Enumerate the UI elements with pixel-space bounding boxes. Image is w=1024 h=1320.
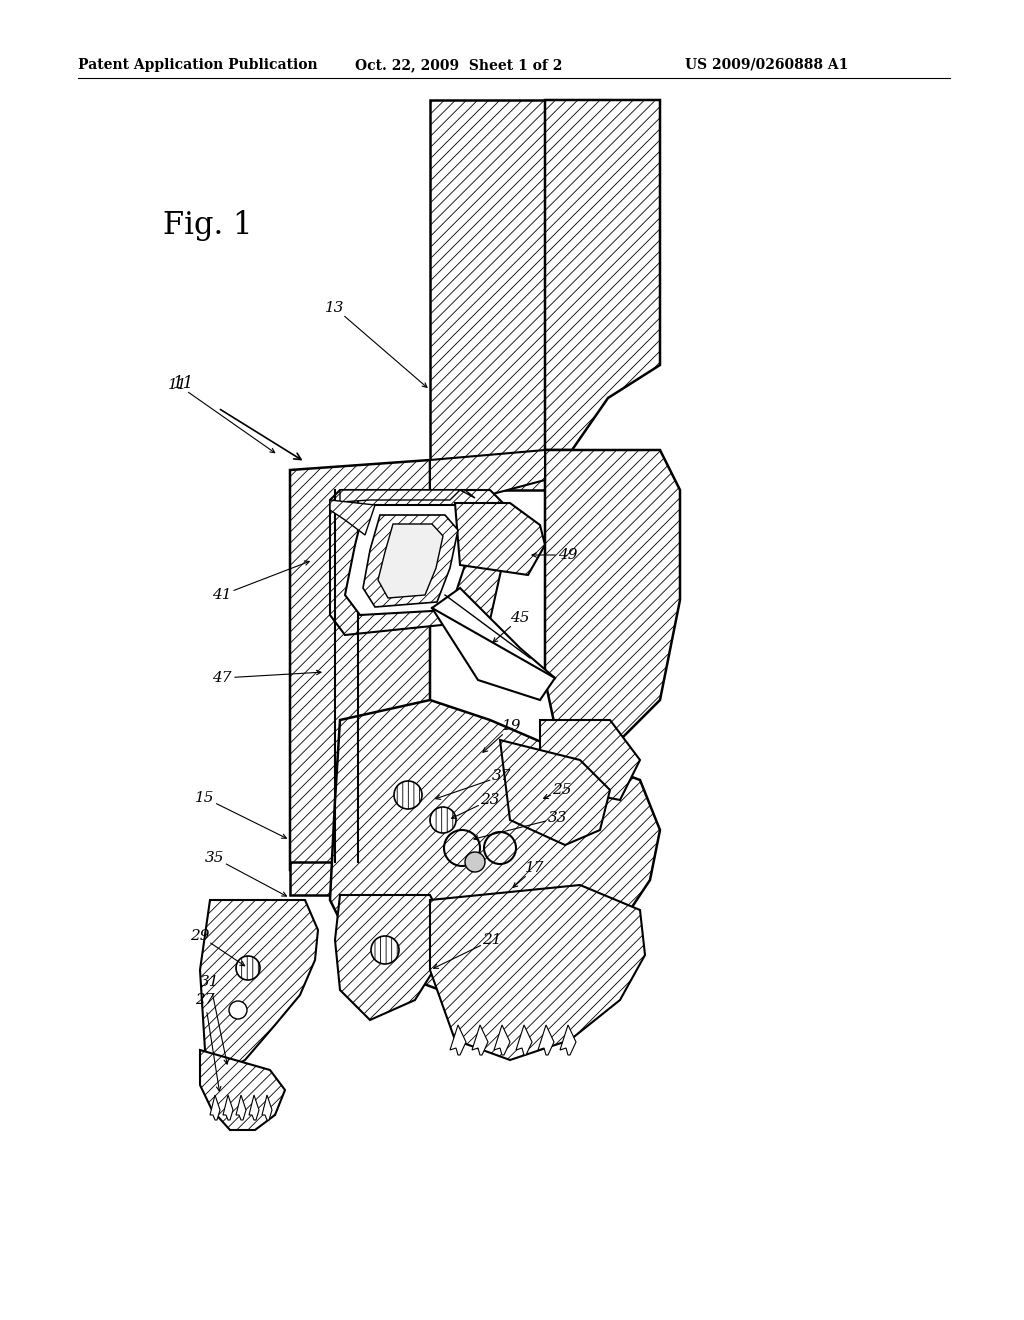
Text: 15: 15 — [196, 791, 215, 805]
Text: 33: 33 — [548, 810, 567, 825]
Polygon shape — [430, 884, 645, 1060]
Polygon shape — [378, 524, 443, 598]
Polygon shape — [210, 1096, 220, 1119]
Polygon shape — [430, 470, 450, 490]
Polygon shape — [330, 500, 375, 535]
Circle shape — [236, 956, 260, 979]
Polygon shape — [330, 490, 510, 635]
Polygon shape — [540, 719, 640, 800]
Text: 23: 23 — [480, 793, 500, 807]
Polygon shape — [430, 100, 545, 490]
Polygon shape — [538, 1026, 554, 1055]
Text: 37: 37 — [493, 770, 512, 783]
Text: 11: 11 — [172, 375, 194, 392]
Polygon shape — [290, 862, 430, 895]
Text: 49: 49 — [558, 548, 578, 562]
Text: 27: 27 — [196, 993, 215, 1007]
Circle shape — [465, 851, 485, 873]
Circle shape — [371, 936, 399, 964]
Polygon shape — [330, 700, 660, 1001]
Polygon shape — [262, 1096, 272, 1119]
Polygon shape — [340, 490, 475, 502]
Polygon shape — [290, 459, 430, 920]
Polygon shape — [545, 100, 660, 450]
Polygon shape — [362, 515, 458, 607]
Polygon shape — [516, 1026, 532, 1055]
Text: 31: 31 — [201, 975, 220, 989]
Polygon shape — [472, 1026, 488, 1055]
Polygon shape — [545, 450, 680, 760]
Polygon shape — [236, 1096, 246, 1119]
Text: 41: 41 — [212, 587, 231, 602]
Polygon shape — [430, 450, 545, 520]
Circle shape — [484, 832, 516, 865]
Polygon shape — [560, 1026, 575, 1055]
Text: Oct. 22, 2009  Sheet 1 of 2: Oct. 22, 2009 Sheet 1 of 2 — [355, 58, 562, 73]
Text: 25: 25 — [552, 783, 571, 797]
Text: 13: 13 — [326, 301, 345, 315]
Text: 17: 17 — [525, 861, 545, 875]
Text: 11: 11 — [168, 378, 187, 392]
Polygon shape — [223, 1096, 233, 1119]
Circle shape — [229, 1001, 247, 1019]
Text: 47: 47 — [212, 671, 231, 685]
Circle shape — [444, 830, 480, 866]
Polygon shape — [200, 900, 318, 1074]
Circle shape — [430, 807, 456, 833]
Text: 21: 21 — [482, 933, 502, 946]
Text: 29: 29 — [190, 929, 210, 942]
Polygon shape — [249, 1096, 259, 1119]
Circle shape — [394, 781, 422, 809]
Polygon shape — [450, 1026, 466, 1055]
Text: US 2009/0260888 A1: US 2009/0260888 A1 — [685, 58, 848, 73]
Polygon shape — [455, 503, 545, 576]
Polygon shape — [345, 506, 475, 615]
Polygon shape — [200, 1049, 285, 1130]
Text: Fig. 1: Fig. 1 — [163, 210, 253, 242]
Polygon shape — [494, 1026, 510, 1055]
Text: 35: 35 — [205, 851, 224, 865]
Polygon shape — [500, 741, 610, 845]
Text: Patent Application Publication: Patent Application Publication — [78, 58, 317, 73]
Text: 19: 19 — [502, 719, 522, 733]
Polygon shape — [432, 587, 555, 700]
Text: 45: 45 — [510, 611, 529, 624]
Polygon shape — [335, 895, 445, 1020]
